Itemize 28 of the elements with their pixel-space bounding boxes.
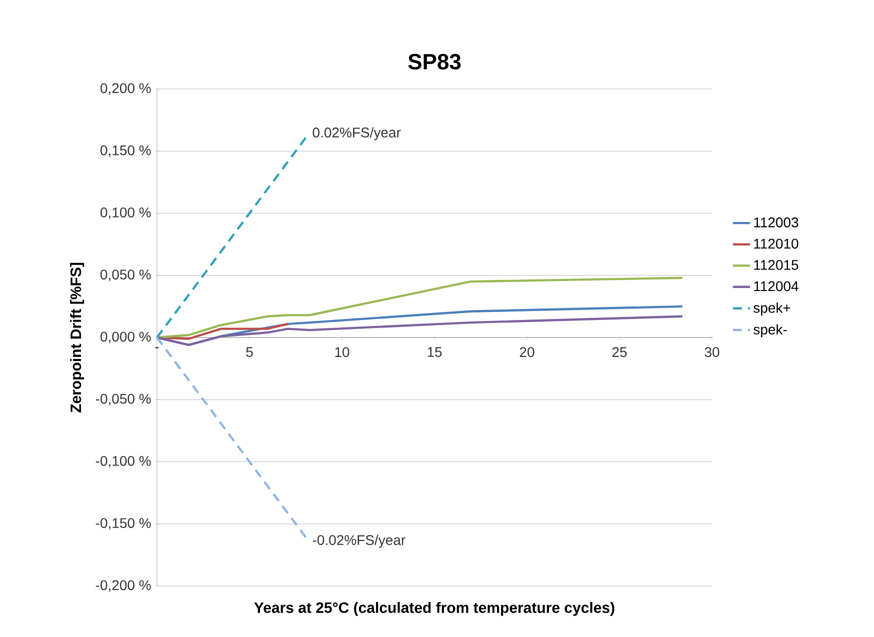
- line-series: [156, 315, 684, 346]
- legend-label: 112004: [754, 281, 798, 292]
- y-tick-label: 0,000 %: [100, 332, 151, 344]
- x-tick-label: -: [155, 347, 159, 348]
- y-tick-label: 0,200 %: [100, 83, 151, 95]
- legend-label: 112015: [754, 260, 798, 270]
- y-tick-label: -0,150 %: [96, 518, 151, 530]
- legend-label: 112010: [754, 238, 798, 249]
- x-tick-label: 15: [428, 347, 442, 357]
- x-tick-label: 30: [704, 347, 720, 358]
- chart-title: SP83: [408, 54, 461, 70]
- y-tick-label: 0,150 %: [100, 145, 151, 157]
- y-tick-label: 0,050 %: [100, 270, 151, 282]
- x-tick-label: 10: [335, 347, 350, 358]
- y-tick-label: -0,200 %: [96, 580, 151, 592]
- legend-label: 112003: [754, 217, 798, 228]
- x-axis-title: Years at 25°C (calculated from temperature cycles): [254, 602, 614, 616]
- legend-label: spek+: [754, 302, 790, 316]
- y-tick-label: 0,100 %: [100, 207, 151, 220]
- x-tick-label: 25: [612, 347, 627, 358]
- x-tick-label: 20: [520, 347, 534, 358]
- y-tick-label: -0,050 %: [96, 394, 151, 406]
- legend-label: spek-: [754, 324, 787, 338]
- y-axis-title: Zeropoint Drift [%FS]: [70, 262, 84, 412]
- y-tick-label: -0,100 %: [96, 456, 151, 468]
- annotation: 0.02%FS/year: [312, 127, 401, 140]
- annotation: -0.02%FS/year: [312, 534, 406, 548]
- x-tick-label: 5: [246, 347, 253, 357]
